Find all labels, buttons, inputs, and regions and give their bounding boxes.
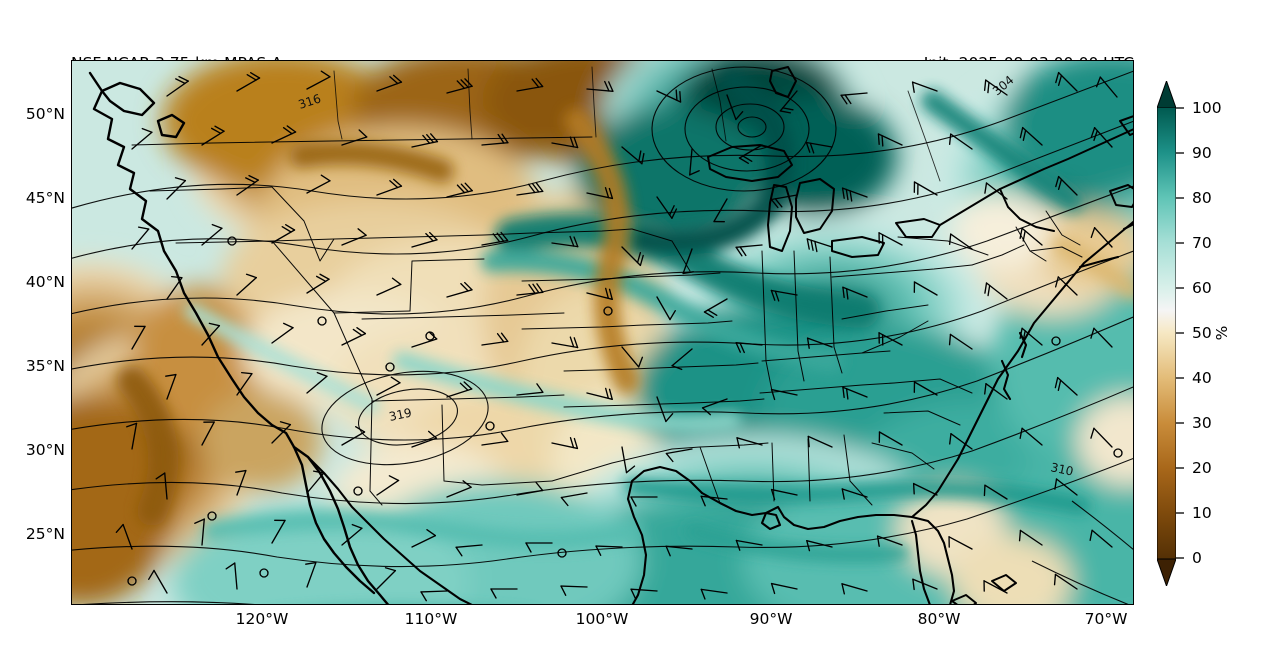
cbar-tick-60: 60	[1192, 279, 1212, 297]
cbar-tick-80: 80	[1192, 189, 1212, 207]
colorbar-ticks	[1176, 107, 1184, 559]
cbar-tick-70: 70	[1192, 234, 1212, 252]
cbar-tick-90: 90	[1192, 144, 1212, 162]
ytick-label: 45°N	[25, 189, 65, 207]
ytick-label: 30°N	[25, 441, 65, 459]
contour-label: 319	[388, 405, 413, 423]
ytick-label: 40°N	[25, 273, 65, 291]
map-canvas: 319 304 316 310	[72, 61, 1133, 604]
colorbar-under-arrow	[1157, 559, 1176, 586]
xtick-label: 100°W	[575, 610, 629, 628]
cbar-tick-50: 50	[1192, 324, 1212, 342]
xtick-label: 80°W	[917, 610, 961, 628]
ytick-label: 25°N	[25, 525, 65, 543]
map-plot-area[interactable]: 319 304 316 310	[71, 60, 1134, 605]
humidity-field	[72, 61, 1133, 604]
cbar-tick-0: 0	[1192, 549, 1202, 567]
cbar-tick-100: 100	[1192, 99, 1222, 117]
ytick-label: 35°N	[25, 357, 65, 375]
xtick-label: 120°W	[235, 610, 289, 628]
geography-outlines	[88, 66, 1133, 604]
height-contours	[72, 66, 1133, 604]
xtick-label: 70°W	[1084, 610, 1128, 628]
cbar-tick-30: 30	[1192, 414, 1212, 432]
ytick-label: 50°N	[25, 105, 65, 123]
colorbar-axis-label: %	[1213, 325, 1231, 341]
cbar-tick-20: 20	[1192, 459, 1212, 477]
colorbar[interactable]	[1157, 81, 1184, 586]
colorbar-gradient	[1157, 107, 1176, 559]
xtick-label: 90°W	[749, 610, 793, 628]
wind-barbs	[113, 68, 1123, 603]
contour-label: 316	[297, 91, 323, 111]
xtick-label: 110°W	[404, 610, 458, 628]
colorbar-over-arrow	[1157, 81, 1176, 108]
cbar-tick-10: 10	[1192, 504, 1212, 522]
contour-label: 310	[1049, 460, 1074, 478]
cbar-tick-40: 40	[1192, 369, 1212, 387]
